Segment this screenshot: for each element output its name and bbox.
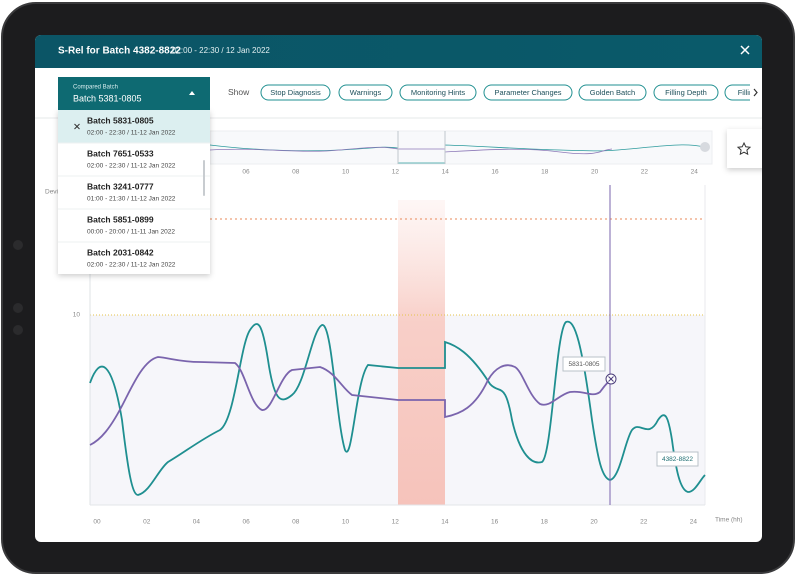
tag-box xyxy=(656,451,699,467)
overview-tick-label: 10 xyxy=(342,169,350,176)
camera xyxy=(13,240,23,250)
series-tag: 5831-0805 xyxy=(568,361,599,368)
x-tick-label: 18 xyxy=(541,519,549,526)
plot-lower-zone xyxy=(90,315,705,505)
overview-tick-label: 20 xyxy=(591,169,599,176)
cursor-marker-x xyxy=(608,376,614,382)
filter-pill[interactable]: Monitoring Hints xyxy=(399,84,477,101)
dropdown-item[interactable]: Batch 5831-0805 02:00 - 22:30 / 11-12 Jan… xyxy=(87,115,176,136)
overview-tick-label: 22 xyxy=(641,169,649,176)
filter-pill-label: Monitoring Hints xyxy=(411,88,465,97)
scroll-right-arrow[interactable] xyxy=(753,88,758,97)
line-batch-5831-0805 xyxy=(89,356,612,446)
item-time: 02:00 - 22:30 / 11-12 Jan 2022 xyxy=(87,163,176,170)
stop-band xyxy=(398,200,445,505)
filter-pill-bg xyxy=(578,84,647,101)
x-tick-label: 20 xyxy=(590,519,598,526)
sensor xyxy=(13,325,23,335)
sensor xyxy=(13,303,23,313)
filter-pill[interactable]: Golden Batch xyxy=(578,84,647,101)
item-name: Batch 2031-0842 xyxy=(87,247,154,257)
x-tick-label: 16 xyxy=(491,519,499,526)
x-tick-label: 06 xyxy=(242,519,250,526)
item-name: Batch 5831-0805 xyxy=(87,115,154,125)
dropdown-label: Compared Batch xyxy=(73,85,118,91)
filter-row: Stop Diagnosis Warnings Monitoring Hints Pa… xyxy=(260,84,762,101)
x-tick-label: 04 xyxy=(193,519,201,526)
overview-tick-label: 16 xyxy=(491,169,499,176)
overview-tick-label: 12 xyxy=(392,169,400,176)
x-tick-label: 08 xyxy=(292,519,300,526)
star-icon xyxy=(736,141,752,156)
x-tick-label: 12 xyxy=(392,519,400,526)
overview-tick-label: 08 xyxy=(292,169,300,176)
x-tick-label: 24 xyxy=(690,519,698,526)
filter-pill[interactable]: Parameter Changes xyxy=(483,84,573,101)
header-title: S-Rel for Batch 4382-8822 xyxy=(58,46,181,57)
item-time: 00:00 - 20:00 / 11-11 Jan 2022 xyxy=(87,229,175,236)
filter-pill-bg xyxy=(483,84,573,101)
dropdown-item[interactable]: Batch 3241-0777 01:00 - 21:30 / 11-12 Jan… xyxy=(58,175,210,203)
deselect-icon[interactable] xyxy=(74,123,80,130)
dropdown-value: Batch 5381-0805 xyxy=(73,93,142,103)
filter-pill-label: Stop Diagnosis xyxy=(270,88,321,97)
overview-tick-label: 18 xyxy=(541,169,549,176)
tag-box xyxy=(562,356,606,372)
overview-handle[interactable] xyxy=(700,142,710,152)
item-time: 02:00 - 22:30 / 11-12 Jan 2022 xyxy=(87,130,176,137)
filter-pill[interactable]: Filling Depth xyxy=(653,84,719,101)
filter-pill[interactable]: Stop Diagnosis xyxy=(260,84,331,101)
series-tag: 4382-8822 xyxy=(662,456,693,463)
x-tick-label: 10 xyxy=(342,519,350,526)
line-batch-4382-8822 xyxy=(89,320,706,496)
dropdown-caret xyxy=(189,91,195,95)
filter-pill-bg xyxy=(338,84,393,101)
overview-tick-label: 14 xyxy=(442,169,450,176)
dropdown-header[interactable] xyxy=(58,77,210,110)
x-tick-label: 22 xyxy=(640,519,648,526)
overview-area xyxy=(209,130,713,165)
x-axis-label: Time (hh) xyxy=(715,517,743,524)
dropdown-list: Batch 5831-0805 02:00 - 22:30 / 11-12 Jan… xyxy=(58,115,210,269)
x-tick-label: 00 xyxy=(93,519,101,526)
item-name: Batch 7651-0533 xyxy=(87,148,154,158)
filter-pill-bg xyxy=(653,84,719,101)
overview-tick-label: 24 xyxy=(691,169,699,176)
filter-pill[interactable]: Warnings xyxy=(338,84,393,101)
screen: S-Rel for Batch 4382-8822 02:00 - 22:30 … xyxy=(35,35,767,542)
filter-pill-label: Warnings xyxy=(350,88,382,97)
star-button[interactable] xyxy=(727,129,767,168)
y-axis-label: Devi xyxy=(45,189,58,196)
close-button[interactable] xyxy=(740,45,750,55)
filter-pill-label: Filling xyxy=(738,88,758,97)
dropdown-item[interactable]: Batch 5851-0899 00:00 - 20:00 / 11-11 Jan… xyxy=(58,208,210,236)
filter-pill-label: Filling Depth xyxy=(665,88,707,97)
item-name: Batch 3241-0777 xyxy=(87,181,154,191)
header-subtitle: 02:00 - 22:30 / 12 Jan 2022 xyxy=(172,46,270,55)
filter-pill-bg xyxy=(399,84,477,101)
item-time: 01:00 - 21:30 / 11-12 Jan 2022 xyxy=(87,196,176,203)
dropdown-item[interactable]: Batch 2031-0842 02:00 - 22:30 / 11-12 Jan… xyxy=(58,241,210,269)
filter-label: Show xyxy=(228,87,250,97)
filter-pill-bg xyxy=(260,84,331,101)
y-tick-label: 10 xyxy=(73,312,81,319)
x-tick-label: 02 xyxy=(143,519,151,526)
dropdown-item[interactable]: Batch 7651-0533 02:00 - 22:30 / 11-12 Jan… xyxy=(58,142,210,170)
overview-line-purple xyxy=(209,146,613,155)
filter-pill-label: Parameter Changes xyxy=(494,88,561,97)
dropdown-scrollbar xyxy=(203,160,205,196)
overview-tick-label: 06 xyxy=(242,169,250,176)
item-time: 02:00 - 22:30 / 11-12 Jan 2022 xyxy=(87,262,176,269)
item-name: Batch 5851-0899 xyxy=(87,214,154,224)
x-tick-label: 14 xyxy=(441,519,449,526)
axis-ticks: 06 08 10 12 14 16 18 20 22 24 00 02 04 06 08 10 12 14 16 18… xyxy=(93,169,698,526)
header-bar xyxy=(35,35,762,68)
selected-item-bg xyxy=(58,110,210,143)
filter-pill-label: Golden Batch xyxy=(590,88,635,97)
